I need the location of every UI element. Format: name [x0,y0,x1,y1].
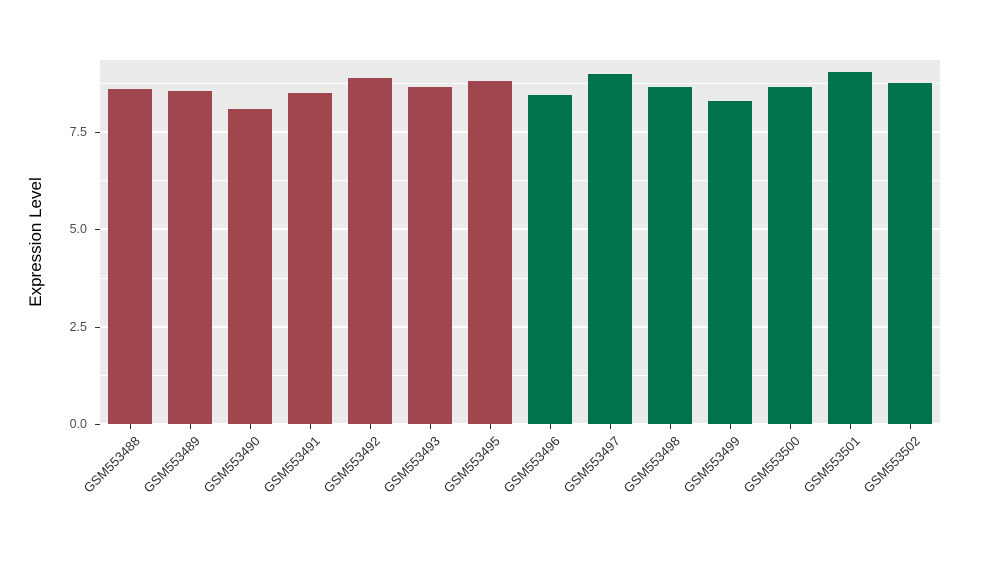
x-tick-mark [430,424,431,429]
x-tick-mark [790,424,791,429]
x-tick-mark [730,424,731,429]
y-tick-mark [95,132,100,134]
bar-GSM553488 [107,89,153,424]
x-tick-mark [910,424,911,429]
x-tick-label: GSM553502 [860,433,923,496]
major-gridline [100,423,940,425]
x-tick-mark [370,424,371,429]
x-tick-mark [190,424,191,429]
x-tick-label: GSM553490 [200,433,263,496]
x-tick-label: GSM553496 [500,433,563,496]
x-tick-label: GSM553493 [380,433,443,496]
bar-GSM553495 [467,81,513,424]
bar-GSM553500 [767,87,813,424]
x-tick-label: GSM553492 [320,433,383,496]
minor-gridline [100,180,940,182]
bar-GSM553492 [347,77,393,424]
y-axis-title: Expression Level [26,177,45,307]
y-tick-mark [95,229,100,231]
major-gridline [100,228,940,231]
x-tick-label: GSM553497 [560,433,623,496]
x-tick-mark [310,424,311,429]
bar-GSM553498 [647,87,693,424]
y-tick-mark [95,424,100,425]
y-tick-mark [95,326,100,328]
x-tick-mark [250,424,251,429]
x-tick-label: GSM553500 [740,433,803,496]
bar-GSM553496 [527,95,573,424]
x-tick-label: GSM553495 [440,433,503,496]
x-tick-label: GSM553491 [260,433,323,496]
y-tick-label: 2.5 [69,319,87,334]
x-tick-label: GSM553498 [620,433,683,496]
x-tick-mark [550,424,551,429]
x-tick-mark [670,424,671,429]
x-tick-mark [610,424,611,429]
bar-GSM553497 [587,73,633,424]
x-tick-mark [130,424,131,429]
y-tick-label: 5.0 [69,222,87,237]
bar-GSM553489 [167,91,213,424]
y-tick-label: 7.5 [69,125,87,140]
bar-GSM553501 [827,71,873,424]
bar-GSM553499 [707,100,753,424]
x-tick-mark [490,424,491,429]
major-gridline [100,325,940,328]
x-tick-label: GSM553488 [80,433,143,496]
x-tick-label: GSM553501 [800,433,863,496]
minor-gridline [100,82,940,84]
plot-panel [100,60,940,425]
bar-GSM553490 [227,108,273,424]
x-tick-label: GSM553499 [680,433,743,496]
x-tick-mark [850,424,851,429]
x-tick-label: GSM553489 [140,433,203,496]
minor-gridline [100,277,940,279]
bar-GSM553493 [407,87,453,424]
bar-GSM553491 [287,93,333,424]
major-gridline [100,131,940,134]
bar-GSM553502 [887,83,933,424]
y-tick-label: 0.0 [69,417,87,431]
minor-gridline [100,374,940,376]
